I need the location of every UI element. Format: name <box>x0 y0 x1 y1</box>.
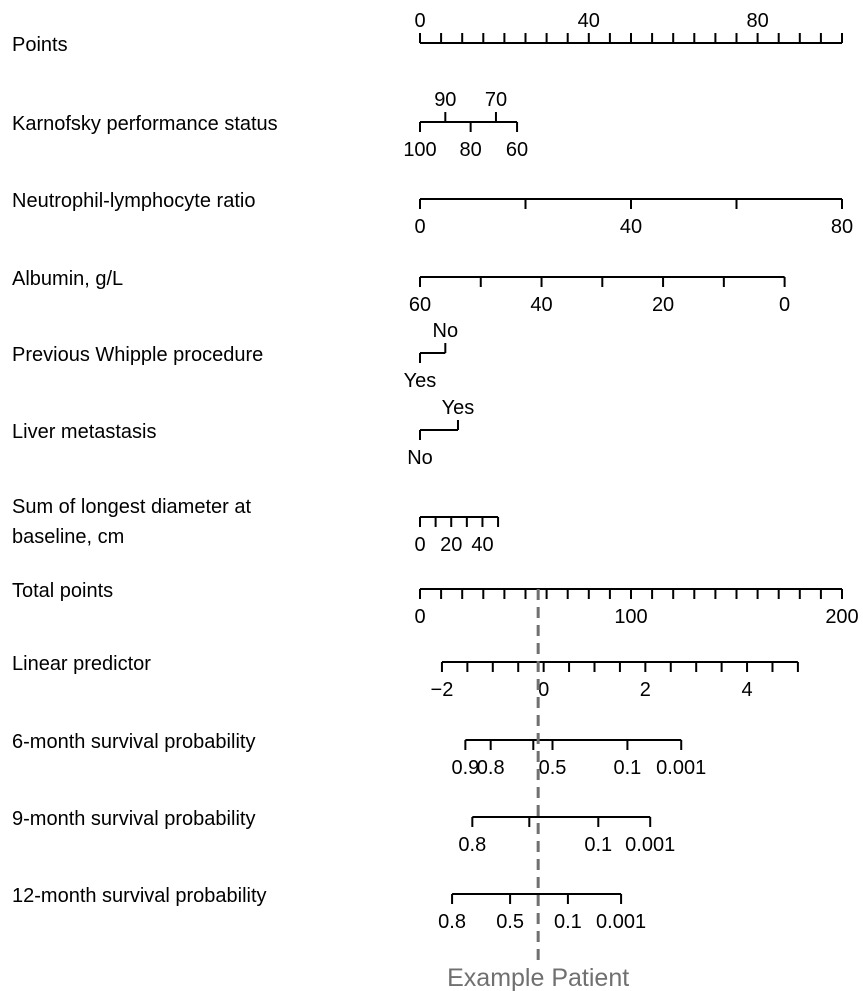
row-karnofsky: Karnofsky performance status 100 90 80 70 60 <box>12 89 528 161</box>
row-surv6: 6-month survival probability 0.90.8 0.5 0.1… <box>12 731 706 779</box>
tick-label-karnofsky-1: 90 <box>434 89 456 111</box>
row-whipple: Previous Whipple procedure Yes No <box>12 320 458 392</box>
tick-label-total_points-20: 200 <box>825 606 858 628</box>
tick-label-surv9-2: 0.1 <box>584 834 612 856</box>
row-sld: Sum of longest diameter at baseline, cm 0 2… <box>12 496 500 556</box>
row-liver: Liver metastasis No Yes <box>12 397 474 469</box>
tick-label-albumin-0: 60 <box>409 294 431 316</box>
tick-label-linear_predictor-4: 0 <box>538 679 549 701</box>
row-label-linear_predictor: Linear predictor <box>12 653 151 675</box>
tick-label-linear_predictor-8: 2 <box>640 679 651 701</box>
tick-label-surv6-3: 0.5 <box>539 757 567 779</box>
row-label-surv12: 12-month survival probability <box>12 885 267 907</box>
tick-label-karnofsky-0: 100 <box>403 139 436 161</box>
tick-label-liver-1: Yes <box>442 397 475 419</box>
row-label-surv9: 9-month survival probability <box>12 808 255 830</box>
tick-label-karnofsky-4: 60 <box>506 139 528 161</box>
tick-label-surv12-3: 0.001 <box>596 911 646 933</box>
row-label-karnofsky: Karnofsky performance status <box>12 113 278 135</box>
tick-label-points-16: 80 <box>746 10 768 32</box>
tick-label-total_points-0: 0 <box>414 606 425 628</box>
tick-label-sld-2: 20 <box>440 534 462 556</box>
tick-label-albumin-6: 0 <box>779 294 790 316</box>
tick-label-linear_predictor-0: −2 <box>431 679 454 701</box>
tick-label-surv6-0: 0.9 <box>451 757 479 779</box>
tick-label-whipple-0: Yes <box>404 370 437 392</box>
example-patient-reference: Example Patient <box>447 589 629 991</box>
row-label-sld-line-1: Sum of longest diameter at <box>12 496 251 518</box>
tick-label-surv9-0: 0.8 <box>458 834 486 856</box>
tick-label-total_points-10: 100 <box>614 606 647 628</box>
tick-label-points-0: 0 <box>414 10 425 32</box>
tick-label-nlr-2: 40 <box>620 216 642 238</box>
tick-label-karnofsky-3: 70 <box>485 89 507 111</box>
row-label-nlr: Neutrophil-lymphocyte ratio <box>12 190 255 212</box>
tick-label-sld-4: 40 <box>471 534 493 556</box>
row-label-whipple: Previous Whipple procedure <box>12 344 263 366</box>
row-label-sld-line-2: baseline, cm <box>12 526 124 548</box>
row-surv12: 12-month survival probability 0.8 0.5 0.1 0.… <box>12 885 646 933</box>
tick-label-surv6-1: 0.8 <box>477 757 505 779</box>
tick-label-albumin-2: 40 <box>530 294 552 316</box>
tick-label-points-8: 40 <box>578 10 600 32</box>
tick-label-surv6-5: 0.001 <box>656 757 706 779</box>
tick-label-karnofsky-2: 80 <box>460 139 482 161</box>
tick-label-surv9-3: 0.001 <box>625 834 675 856</box>
row-label-total_points: Total points <box>12 580 113 602</box>
tick-label-sld-0: 0 <box>414 534 425 556</box>
example-patient-label: Example Patient <box>447 964 629 991</box>
row-linear_predictor: Linear predictor −2 0 2 4 <box>12 653 799 701</box>
tick-label-nlr-0: 0 <box>414 216 425 238</box>
row-albumin: Albumin, g/L 60 40 20 0 <box>12 268 790 316</box>
row-total_points: Total points 0 100 200 <box>12 580 859 628</box>
tick-label-liver-0: No <box>407 447 433 469</box>
row-label-points: Points <box>12 34 68 56</box>
row-label-albumin: Albumin, g/L <box>12 268 123 290</box>
row-label-liver: Liver metastasis <box>12 421 157 443</box>
tick-label-surv12-2: 0.1 <box>554 911 582 933</box>
row-surv9: 9-month survival probability 0.8 0.1 0.001 <box>12 808 675 856</box>
tick-label-linear_predictor-12: 4 <box>741 679 752 701</box>
tick-label-surv6-4: 0.1 <box>614 757 642 779</box>
row-points: Points 0 40 80 <box>12 10 843 56</box>
tick-label-surv12-1: 0.5 <box>496 911 524 933</box>
tick-label-whipple-1: No <box>433 320 459 342</box>
tick-label-nlr-4: 80 <box>831 216 853 238</box>
row-label-surv6: 6-month survival probability <box>12 731 255 753</box>
row-nlr: Neutrophil-lymphocyte ratio 0 40 80 <box>12 190 853 238</box>
tick-label-surv12-0: 0.8 <box>438 911 466 933</box>
tick-label-albumin-4: 20 <box>652 294 674 316</box>
